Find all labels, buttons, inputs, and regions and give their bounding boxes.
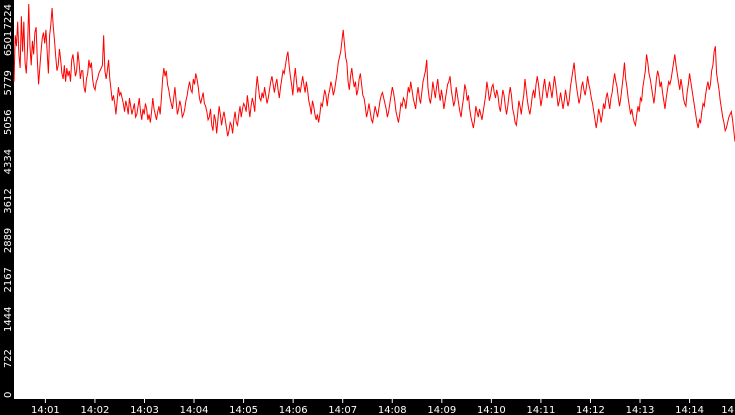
x-tick-label: 14:14: [675, 405, 704, 415]
y-tick-label: 7224: [3, 4, 14, 29]
y-tick-label: 2889: [3, 228, 14, 253]
y-tick-label: 2167: [3, 267, 14, 292]
x-tick-label: 14:01: [31, 405, 60, 415]
x-tick-label: 14:02: [81, 405, 110, 415]
x-tick-label: 14:03: [130, 405, 159, 415]
y-tick-label: 5779: [3, 70, 14, 95]
x-axis-band: [0, 399, 735, 415]
x-tick-label: 14:12: [576, 405, 605, 415]
x-tick-label: 14:07: [328, 405, 357, 415]
y-tick-label: 722: [3, 349, 14, 368]
x-tick-label: 14:11: [527, 405, 556, 415]
y-tick-label: 1444: [3, 307, 14, 332]
x-tick-label: 14:10: [477, 405, 506, 415]
x-tick-label: 14:06: [279, 405, 308, 415]
series-line: [13, 3, 735, 142]
x-tick-label: 14:04: [180, 405, 209, 415]
x-axis-ticks: 14:01 14:02 14:03 14:04 14:05 14:06 14:07 14:08…: [31, 399, 734, 415]
x-tick-label: 14:13: [626, 405, 655, 415]
y-axis-band: [0, 0, 14, 415]
y-tick-label: 3612: [3, 188, 14, 213]
x-tick-label: 14:08: [378, 405, 407, 415]
y-tick-label: 5056: [3, 110, 14, 135]
y-tick-label: 4334: [3, 149, 14, 174]
y-tick-label: 0: [3, 392, 14, 398]
x-tick-label: 14:05: [229, 405, 258, 415]
x-tick-label: 14: [721, 405, 734, 415]
y-axis-ticks: 0 722 1444 2167 2889 3612 4334 5056 5779 6501 7224: [3, 4, 14, 398]
x-tick-label: 14:09: [427, 405, 456, 415]
y-tick-label: 6501: [3, 31, 14, 56]
